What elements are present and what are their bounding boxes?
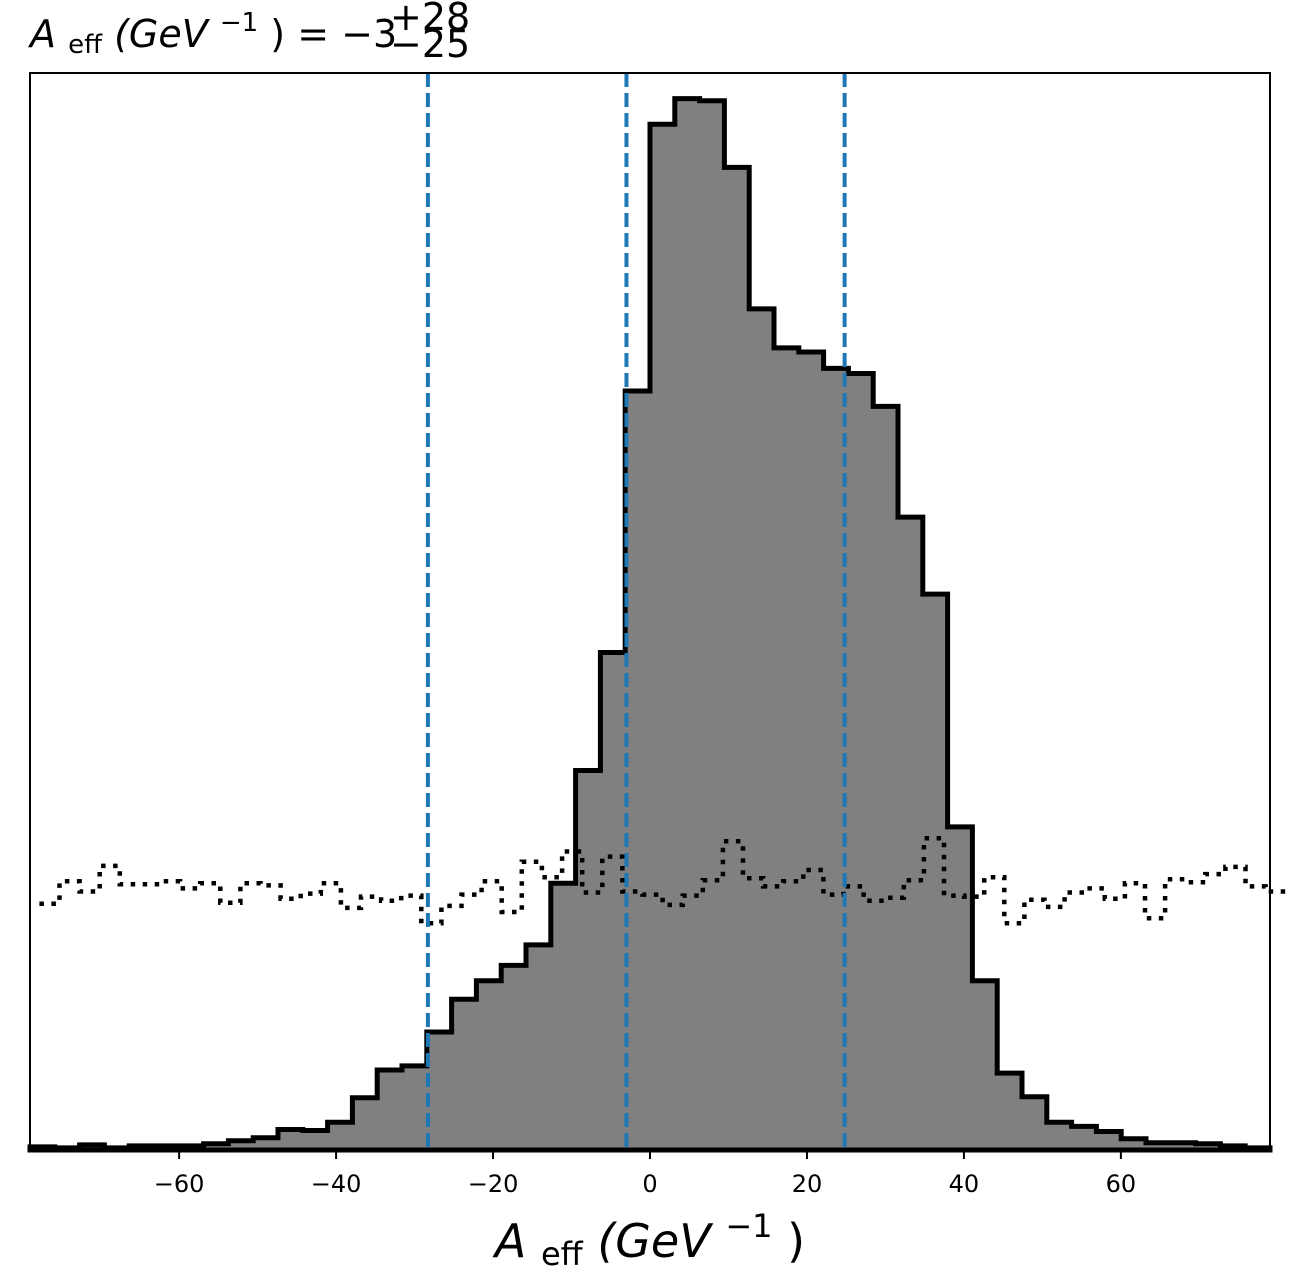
- x-axis: −60 −40 −20 0 20 40 60: [154, 1150, 1136, 1198]
- title-plus-error: +28: [390, 0, 470, 39]
- x-tick-label: −40: [311, 1170, 362, 1198]
- title-exponent: −1: [220, 8, 258, 38]
- x-axis-label: A eff (GeV −1 ): [492, 1194, 805, 1276]
- x-tick-label: 60: [1106, 1170, 1137, 1198]
- title-minus-error: −25: [390, 22, 470, 66]
- x-tick-label: 40: [949, 1170, 980, 1198]
- title-unit: (GeV: [114, 12, 211, 56]
- chart-title: A eff (GeV −1 ) = −3: [27, 0, 397, 62]
- posterior-histogram: [27, 96, 1273, 1153]
- x-tick-label: 20: [792, 1170, 823, 1198]
- plot-area: [27, 73, 1286, 1153]
- xlabel-close: ): [787, 1214, 805, 1268]
- title-value: = −3: [297, 12, 397, 56]
- title-subscript: eff: [68, 30, 103, 60]
- xlabel-subscript: eff: [541, 1235, 584, 1273]
- x-tick-label: −60: [154, 1170, 205, 1198]
- title-close: ): [270, 12, 285, 56]
- x-tick-label: −20: [468, 1170, 519, 1198]
- prior-histogram: [39, 835, 1286, 926]
- title-symbol: A: [27, 12, 56, 56]
- xlabel-unit: (GeV: [597, 1214, 714, 1268]
- xlabel-symbol: A: [492, 1214, 526, 1268]
- xlabel-exponent: −1: [725, 1207, 772, 1245]
- x-tick-label: 0: [642, 1170, 657, 1198]
